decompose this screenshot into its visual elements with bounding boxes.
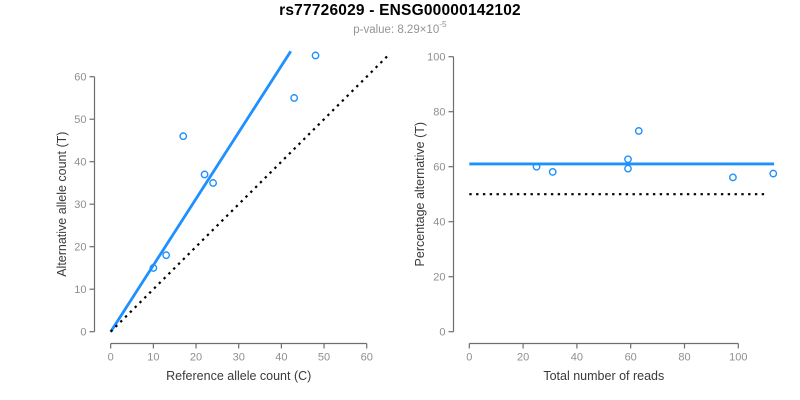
- y-tick-label: 100: [427, 52, 445, 64]
- y-tick-label: 30: [74, 199, 86, 211]
- page-title: rs77726029 - ENSG00000142102: [279, 2, 521, 19]
- x-axis-title: Total number of reads: [543, 369, 664, 383]
- x-tick-label: 0: [108, 352, 114, 364]
- data-point: [769, 169, 778, 178]
- data-point: [624, 164, 632, 173]
- x-tick-label: 20: [517, 352, 529, 364]
- y-tick-label: 60: [433, 162, 445, 174]
- y-tick-label: 0: [80, 327, 86, 339]
- y-tick-label: 40: [433, 217, 445, 229]
- x-tick-label: 40: [571, 352, 583, 364]
- data-point: [200, 170, 209, 179]
- y-tick-label: 10: [74, 284, 86, 296]
- x-tick-label: 0: [466, 352, 472, 364]
- data-point: [290, 94, 299, 102]
- data-point: [162, 251, 171, 260]
- x-tick-label: 40: [275, 352, 287, 364]
- x-tick-label: 30: [233, 352, 245, 364]
- y-axis-title: Alternative allele count (T): [55, 132, 69, 277]
- p-value-text: p-value: 8.29×10: [353, 23, 440, 36]
- data-point: [634, 127, 643, 135]
- fit-line: [109, 50, 292, 333]
- x-axis-title: Reference allele count (C): [166, 369, 311, 383]
- data-point: [209, 179, 218, 187]
- identity-line: [109, 54, 389, 333]
- y-tick-label: 50: [74, 114, 86, 126]
- data-point: [624, 155, 632, 164]
- y-tick-label: 0: [439, 327, 445, 339]
- x-tick-label: 80: [678, 352, 690, 364]
- data-point: [548, 168, 557, 176]
- x-tick-label: 20: [190, 352, 202, 364]
- x-tick-label: 10: [147, 352, 159, 364]
- p-value-subtitle: p-value: 8.29×10-5: [0, 19, 800, 36]
- data-point: [179, 132, 188, 141]
- x-tick-label: 100: [729, 352, 747, 364]
- y-axis-title: Percentage alternative (T): [413, 122, 427, 267]
- data-point: [532, 162, 541, 171]
- right-scatter-panel: 0 20 40 60 80 100 0 20 40 60 80 100 Total number of …: [413, 52, 778, 383]
- p-value-exponent: -5: [439, 19, 447, 29]
- y-tick-label: 80: [433, 107, 445, 119]
- x-tick-label: 50: [318, 352, 330, 364]
- x-tick-label: 60: [361, 352, 373, 364]
- y-tick-label: 40: [74, 157, 86, 169]
- y-tick-label: 20: [74, 242, 86, 254]
- data-point: [729, 173, 737, 182]
- data-point: [311, 51, 320, 60]
- left-scatter-panel: 0 10 20 30 40 50 60 0 10 20 30 40 50 60 Reference alle…: [55, 50, 389, 383]
- data-point: [149, 264, 158, 272]
- y-tick-label: 20: [433, 272, 445, 284]
- y-tick-label: 60: [74, 72, 86, 84]
- x-tick-label: 60: [625, 352, 637, 364]
